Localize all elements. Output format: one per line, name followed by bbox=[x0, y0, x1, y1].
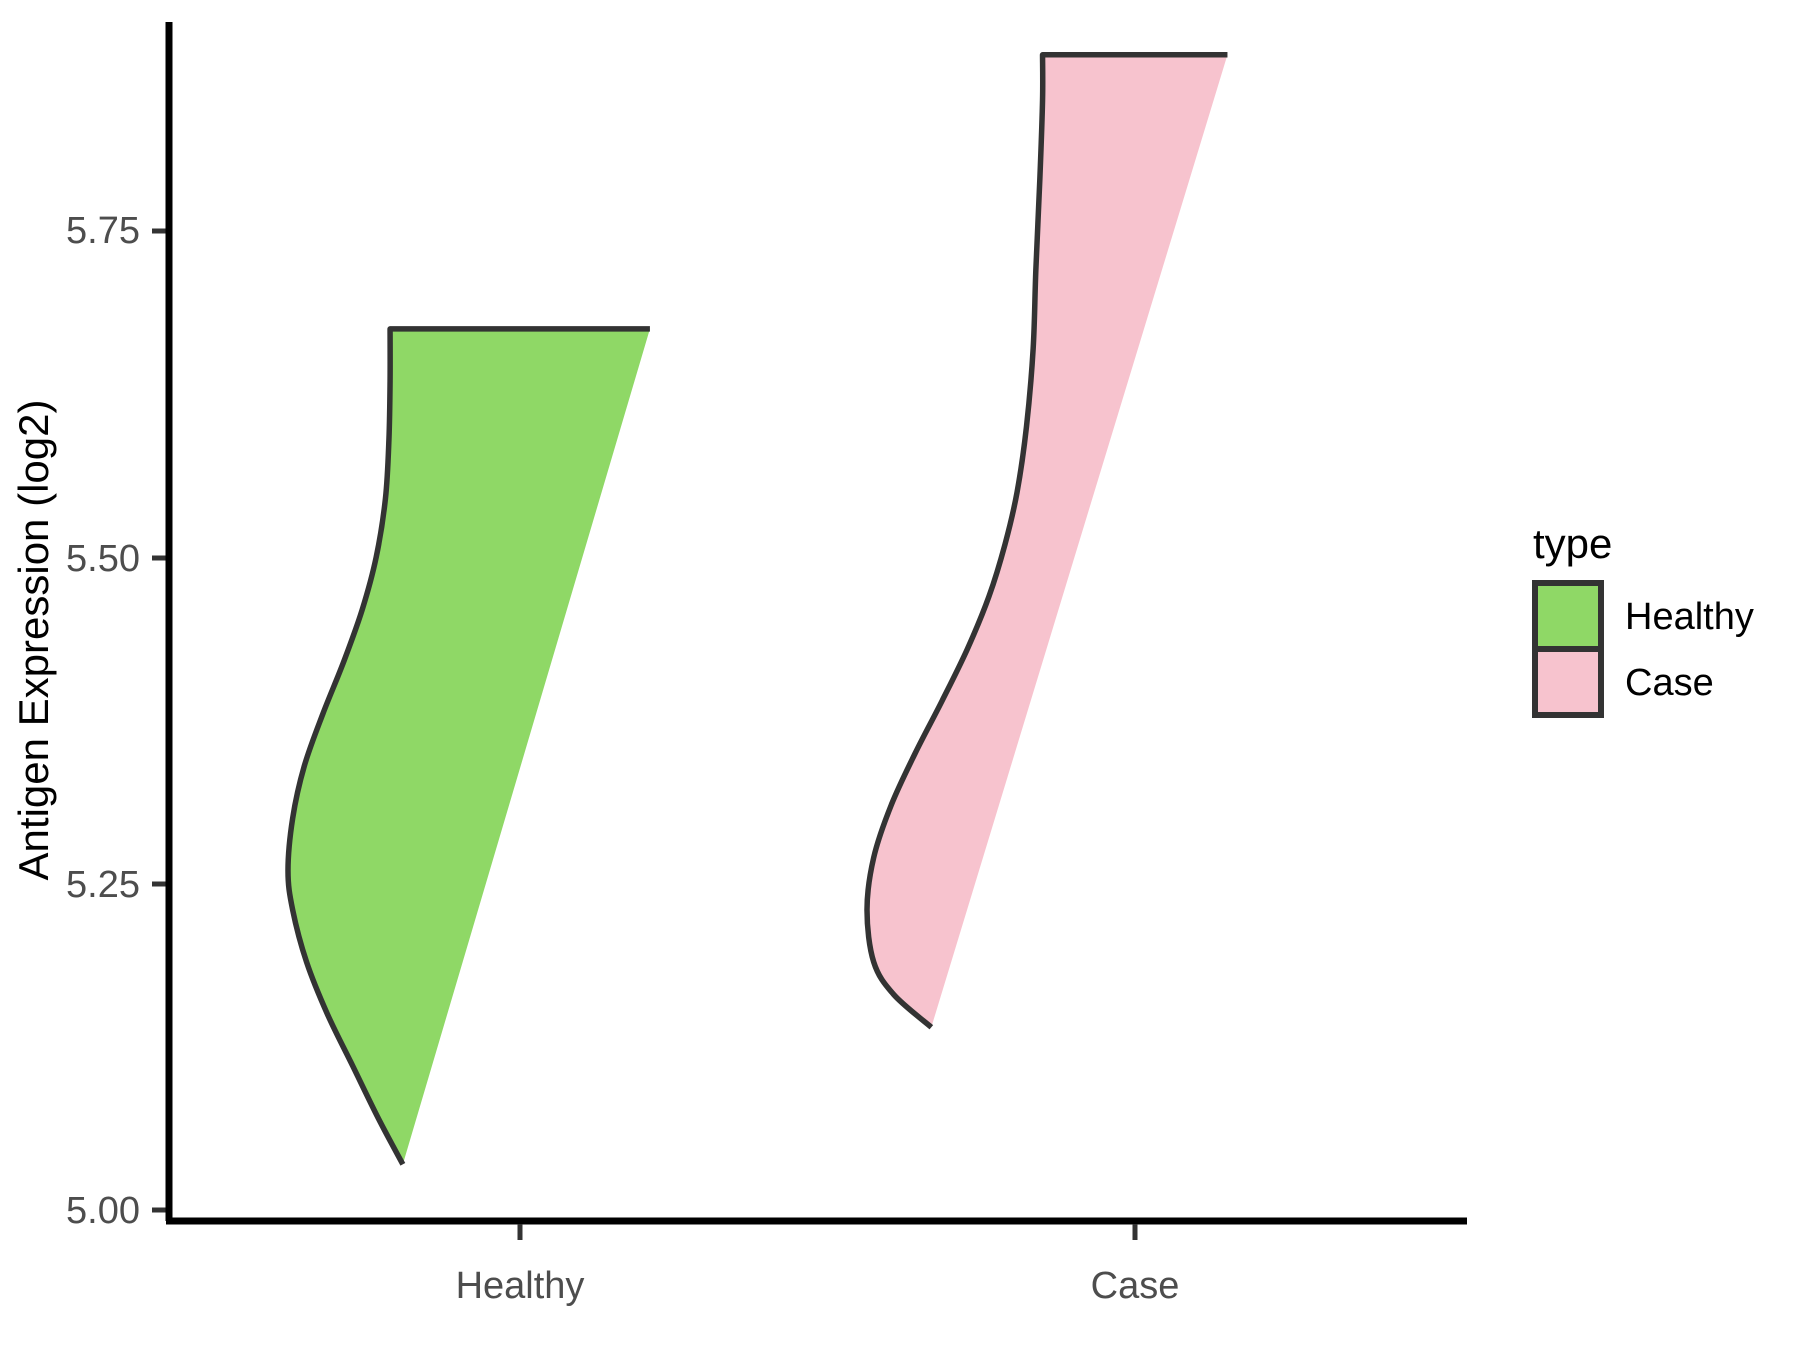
y-axis-title: Antigen Expression (log2) bbox=[10, 400, 57, 881]
violin-healthy[interactable] bbox=[285, 326, 650, 1166]
x-tick-label-case: Case bbox=[1091, 1265, 1180, 1307]
legend-key-case[interactable] bbox=[1532, 646, 1604, 718]
legend-label-healthy: Healthy bbox=[1625, 596, 1754, 638]
y-tick-label: 5.25 bbox=[66, 864, 140, 906]
y-tick-label: 5.00 bbox=[66, 1190, 140, 1232]
legend-key-healthy[interactable] bbox=[1532, 580, 1604, 652]
y-tick-labels: 5.00 5.25 5.50 5.75 bbox=[66, 210, 140, 1232]
violin-case[interactable] bbox=[864, 52, 1228, 1030]
legend: type Healthy Case bbox=[1532, 520, 1754, 718]
y-tick-label: 5.75 bbox=[66, 210, 140, 252]
x-tick-marks bbox=[517, 1224, 1138, 1240]
legend-title: type bbox=[1533, 520, 1612, 567]
y-tick-marks bbox=[152, 228, 168, 1213]
violin-series-group bbox=[285, 52, 1228, 1166]
x-tick-label-healthy: Healthy bbox=[456, 1265, 585, 1307]
y-tick-label: 5.50 bbox=[66, 538, 140, 580]
legend-label-case: Case bbox=[1625, 662, 1714, 704]
